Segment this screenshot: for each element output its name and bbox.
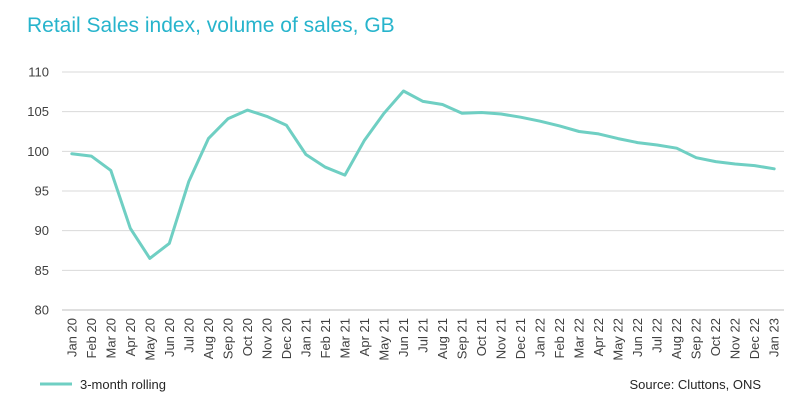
x-tick-label: Sep 22 (689, 318, 704, 359)
y-tick-label: 105 (27, 104, 49, 119)
source-note: Source: Cluttons, ONS (630, 377, 762, 392)
x-tick-label: Jul 21 (416, 318, 431, 353)
x-tick-label: Jan 21 (298, 318, 313, 357)
x-tick-label: Jan 22 (533, 318, 548, 357)
x-tick-label: Oct 22 (708, 318, 723, 356)
x-tick-label: Oct 21 (474, 318, 489, 356)
legend: 3-month rolling (40, 377, 166, 392)
x-tick-label: Jun 20 (162, 318, 177, 357)
x-tick-label: Feb 20 (84, 318, 99, 358)
x-tick-label: Sep 20 (220, 318, 235, 359)
x-tick-label: Jul 20 (181, 318, 196, 353)
x-tick-label: May 21 (376, 318, 391, 361)
x-tick-label: Apr 22 (591, 318, 606, 356)
x-tick-label: Mar 21 (337, 318, 352, 358)
x-tick-label: Jul 22 (650, 318, 665, 353)
legend-label-3-month-rolling: 3-month rolling (80, 377, 166, 392)
series-group (70, 89, 776, 260)
x-tick-label: Oct 20 (240, 318, 255, 356)
x-tick-label: Mar 20 (103, 318, 118, 358)
x-tick-label: Aug 21 (435, 318, 450, 359)
x-tick-label: Apr 21 (357, 318, 372, 356)
x-tick-label: Jan 20 (64, 318, 79, 357)
x-tick-label: Feb 21 (318, 318, 333, 358)
x-tick-label: Nov 22 (728, 318, 743, 359)
x-tick-label: Sep 21 (455, 318, 470, 359)
x-tick-label: May 20 (142, 318, 157, 361)
x-tick-label: Mar 22 (572, 318, 587, 358)
x-tick-label: Dec 21 (513, 318, 528, 359)
x-tick-label: Feb 22 (552, 318, 567, 358)
x-tick-label: Dec 22 (747, 318, 762, 359)
y-tick-label: 85 (35, 263, 49, 278)
y-tick-label: 80 (35, 303, 49, 318)
x-tick-label: Dec 20 (279, 318, 294, 359)
y-tick-label: 100 (27, 144, 49, 159)
x-tick-label: Nov 21 (494, 318, 509, 359)
x-tick-label: Aug 20 (201, 318, 216, 359)
x-tick-label: Jan 23 (767, 318, 782, 357)
y-tick-label: 95 (35, 184, 49, 199)
x-tick-label: May 22 (611, 318, 626, 361)
y-tick-label: 110 (28, 65, 49, 80)
x-tick-label: Aug 22 (669, 318, 684, 359)
x-tick-label: Apr 20 (123, 318, 138, 356)
series-line-3-month-rolling (70, 89, 776, 260)
chart-title: Retail Sales index, volume of sales, GB (27, 14, 395, 37)
gridlines (62, 71, 784, 271)
x-tick-label: Jun 22 (630, 318, 645, 357)
x-tick-label: Jun 21 (396, 318, 411, 357)
x-axis-ticks: Jan 20 Feb 20 Mar 20 Apr 20 May 20 Jun 20 Jul … (64, 318, 781, 361)
y-tick-label: 90 (35, 223, 49, 238)
x-tick-label: Nov 20 (259, 318, 274, 359)
y-axis-ticks: 80 85 90 95 100 105 110 (27, 65, 49, 318)
